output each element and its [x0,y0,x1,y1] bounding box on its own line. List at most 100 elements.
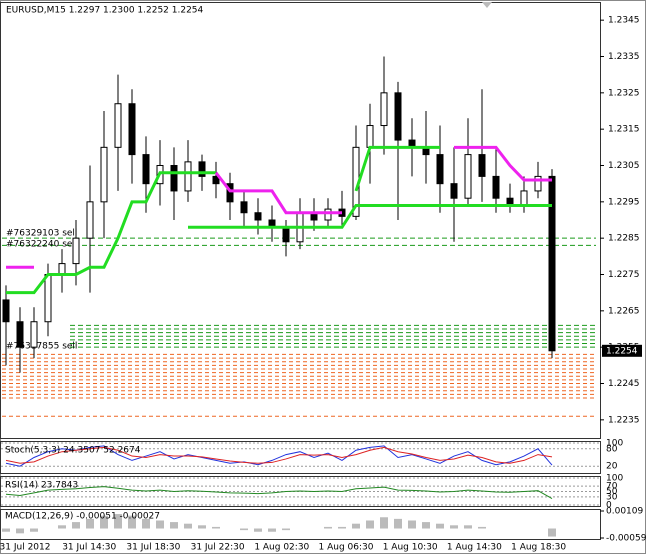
candle-body [436,154,444,185]
candle-body [478,154,486,177]
macd-bar [170,522,178,529]
macd-bar [408,520,416,529]
order-label: #76322240 sell [6,240,77,250]
x-tick-label: 31 Jul 22:30 [191,543,245,553]
y-tick-label: 1.2335 [608,52,640,62]
y-tick-label: 1.2265 [608,306,640,316]
indicator-line [188,203,552,229]
candle-body [58,263,66,276]
macd-bar [16,528,24,534]
y-tick-label: 80 [606,444,618,454]
x-tick-label: 1 Aug 18:30 [511,543,566,553]
y-tick-label: 0.00109 [606,507,643,517]
candle-body [198,161,206,177]
candle-body [254,212,262,221]
macd-bar [338,526,346,529]
macd-bar [282,528,290,531]
indicator-line [5,486,553,499]
candle-body [520,190,528,206]
y-tick-label: 1.2275 [608,270,640,280]
macd-bar [142,518,150,529]
indicator-line [5,446,553,464]
candle-body [184,161,192,192]
candle-body [100,146,108,203]
macd-bar [128,515,136,529]
macd-bar [548,528,556,537]
macd-bar [212,526,220,529]
y-tick-label: 1.2235 [608,415,640,425]
candle-body [16,321,24,348]
candle-body [548,175,556,352]
y-tick-label: 1.2315 [608,125,640,135]
macd-bar [436,523,444,529]
candle-body [170,165,178,192]
last-price-label: 1.2254 [606,346,638,356]
y-tick-label: 20 [606,462,618,472]
macd-bar [464,525,472,529]
indicator-line [5,445,553,467]
candle-body [212,175,220,185]
last-price-box [602,344,642,357]
x-tick-label: 31 Jul 2012 [0,543,50,553]
main-pane [0,2,601,439]
macd-bar [30,528,38,532]
y-tick-label: 100 [606,474,623,484]
y-tick-label: 70 [606,482,618,492]
candle-body [282,226,290,243]
y-tick-label: 1.2305 [608,161,640,171]
macd-bar [114,514,122,529]
shift-marker [482,2,492,8]
macd-bar [198,525,206,529]
candle-body [142,154,150,185]
macd-bar [324,526,332,529]
candle-body [30,321,38,348]
y-tick-label: 30 [606,492,618,502]
indicator-line [6,145,552,269]
macd-bar [100,515,108,529]
y-tick-label: 50 [606,487,618,497]
pane-title: Stoch(5,3,3) 24.3507 52.2674 [5,446,141,456]
y-tick-label: 100 [606,439,623,449]
macd-bar [254,528,262,532]
y-tick-label: 1.2345 [608,16,640,26]
macd-bar [450,525,458,529]
y-tick-label: 1.2245 [608,379,640,389]
y-tick-label: -0.00059 [606,534,646,544]
candle-body [2,299,10,323]
pane-title: MACD(12,26,9) -0.00051 -0.00027 [5,512,160,522]
macd-bar [2,528,10,532]
macd-bar [478,526,486,529]
y-tick-label: 1.2295 [608,197,640,207]
macd-bar [184,523,192,529]
y-tick-label: 1.2285 [608,234,640,244]
candle-body [492,175,500,199]
pane-title: RSI(14) 23.7843 [5,481,78,491]
candle-body [240,201,248,214]
candle-body [86,201,94,239]
order-label: #76317855 sell [6,341,77,351]
x-tick-label: 1 Aug 02:30 [254,543,309,553]
x-tick-label: 31 Jul 14:30 [62,543,116,553]
macd-bar [268,528,276,532]
candle-body [226,183,234,203]
x-tick-label: 1 Aug 06:30 [319,543,374,553]
macd-bar [422,522,430,529]
x-tick-label: 31 Jul 18:30 [126,543,180,553]
macd-bar [240,528,248,531]
macd-bar [394,518,402,529]
macd-pane [0,509,601,540]
rsi-pane [0,476,601,507]
macd-bar [72,522,80,529]
candle-body [324,208,332,221]
macd-bar [366,520,374,529]
candle-body [366,125,374,148]
chart-title: EURUSD,M15 1.2297 1.2300 1.2252 1.2254 [6,6,204,16]
y-tick-label: 0 [606,501,612,511]
y-tick-label: 1.2325 [608,88,640,98]
candle-body [44,274,52,323]
candle-body [114,103,122,148]
macd-bar [352,523,360,529]
candle-body [380,92,388,127]
